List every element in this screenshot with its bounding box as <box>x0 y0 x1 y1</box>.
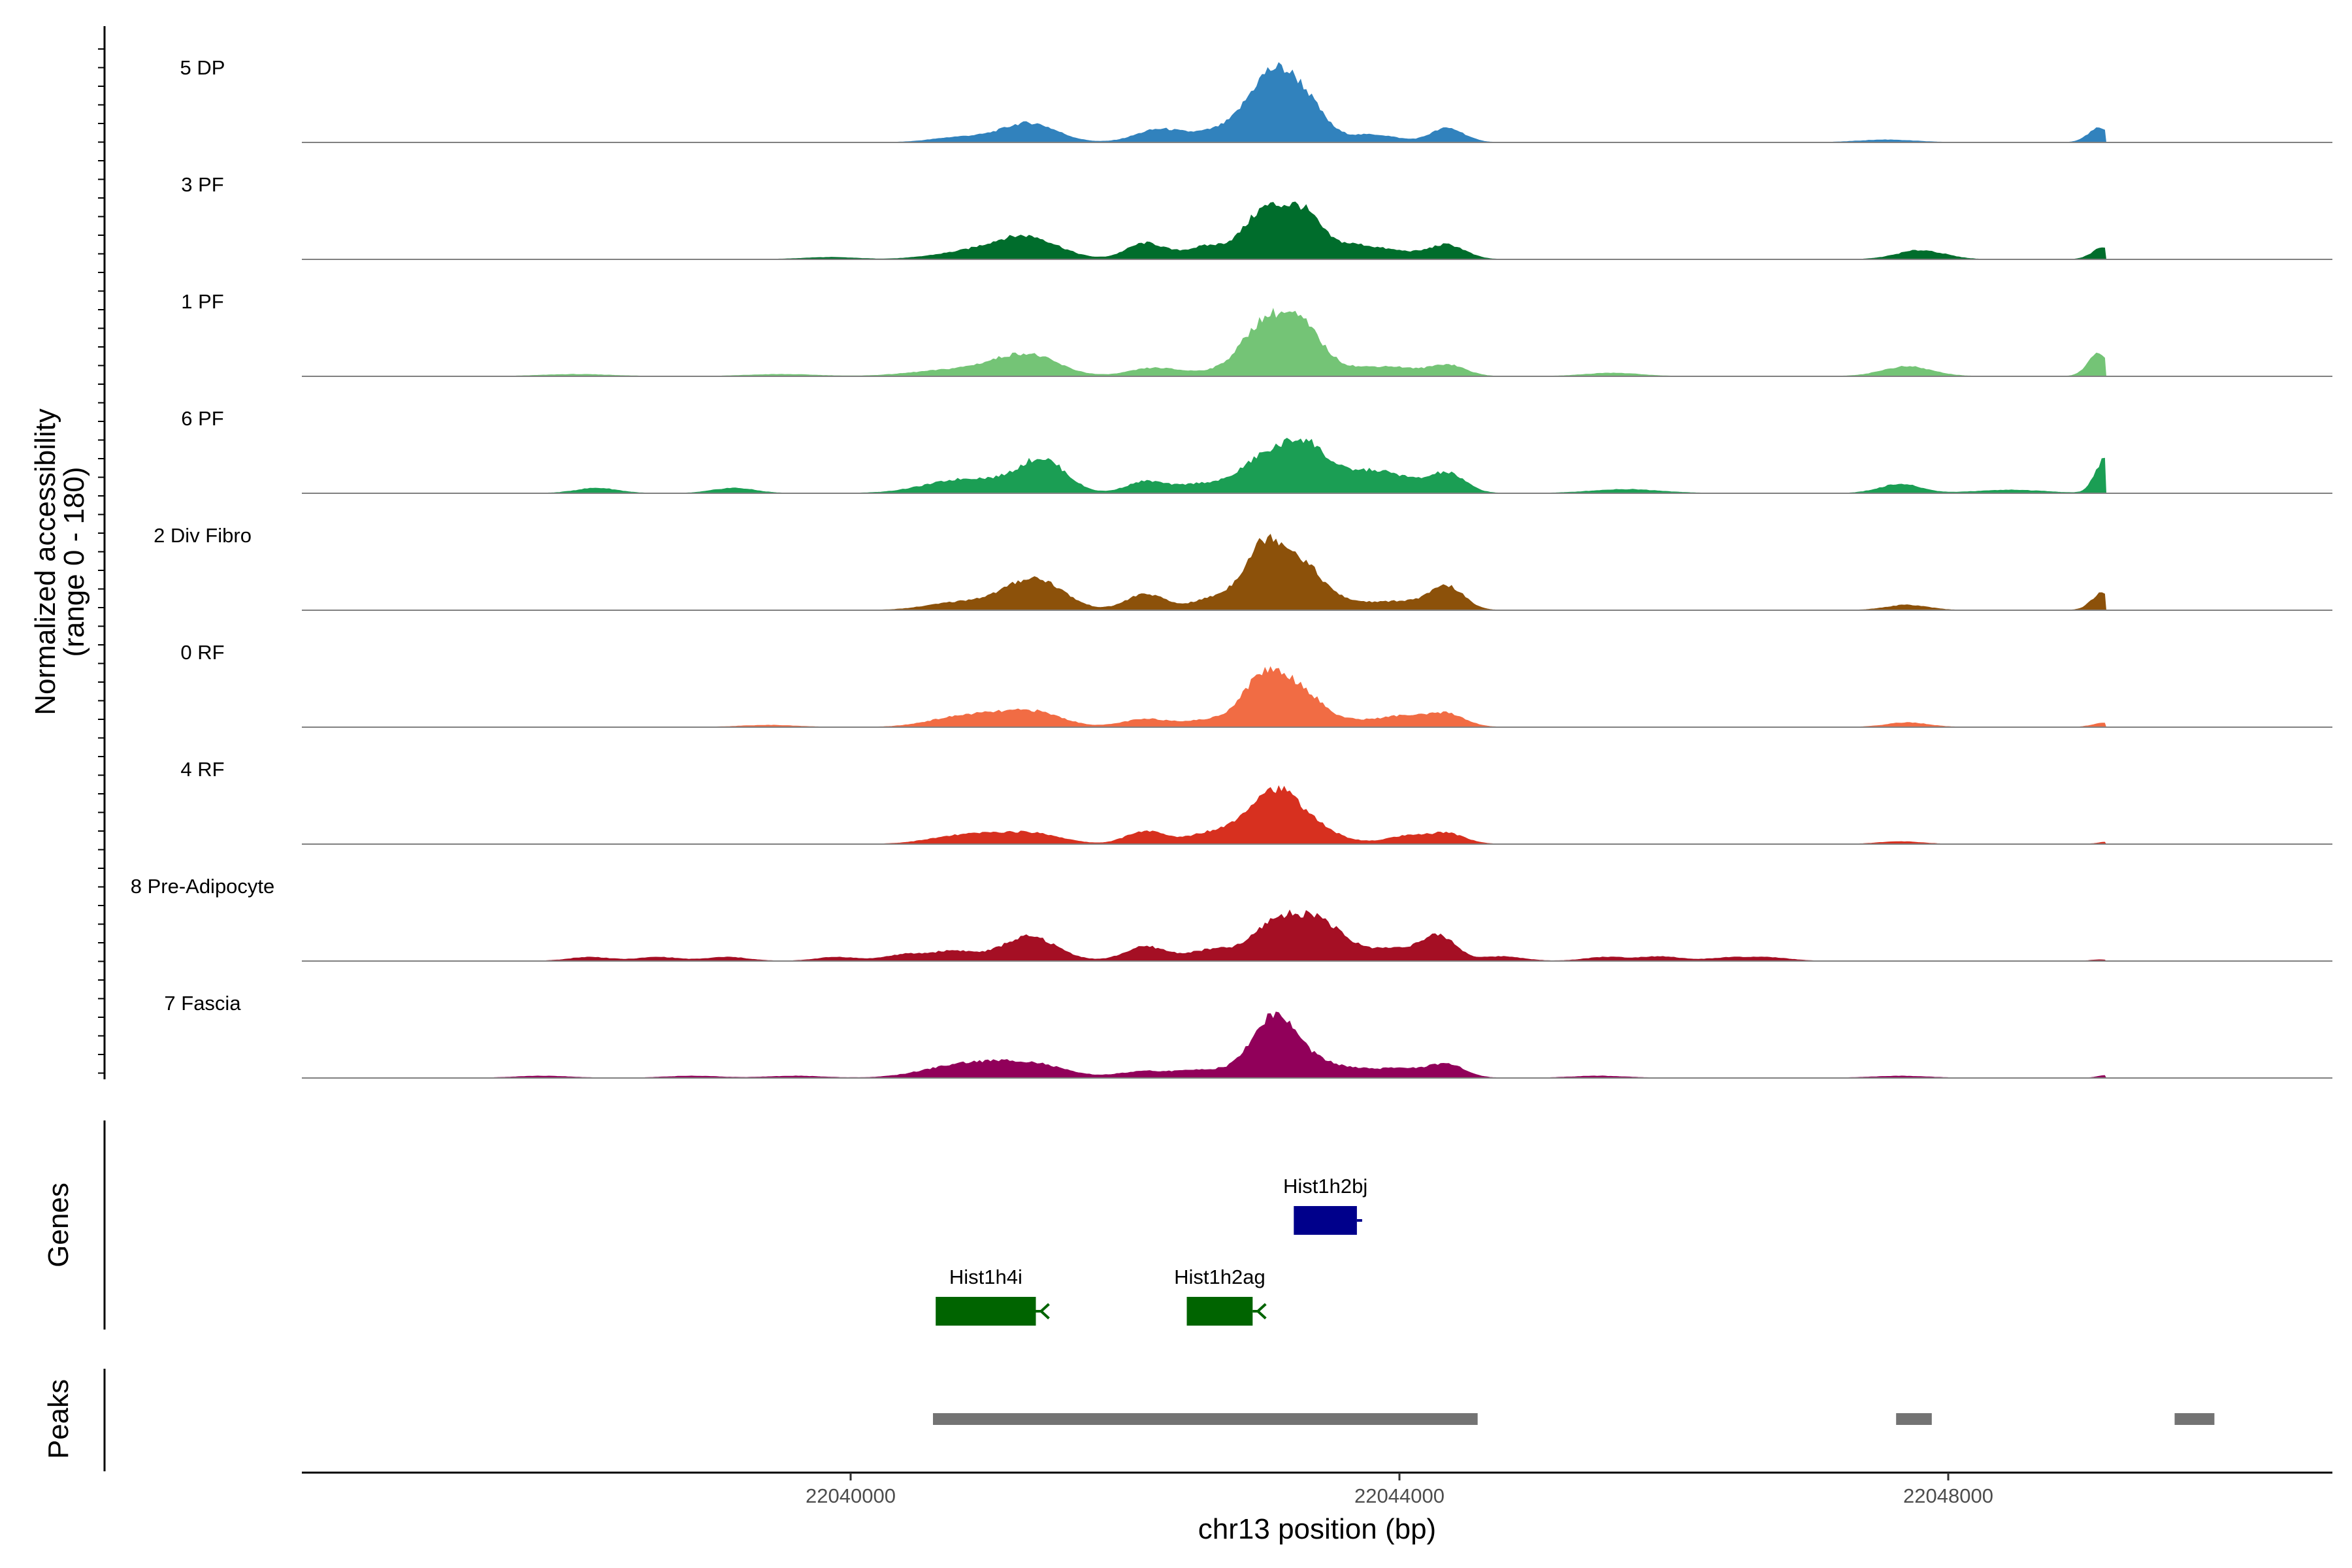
x-axis-title: chr13 position (bp) <box>1198 1513 1436 1545</box>
x-tick-label: 22040000 <box>806 1484 896 1507</box>
y-axis-subtitle: (range 0 - 180) <box>58 466 90 657</box>
x-axis: 22040000 22044000 22048000 chr13 position … <box>302 1471 2332 1545</box>
coverage-area <box>302 438 2107 494</box>
coverage-area <box>302 785 2107 845</box>
track-label: 8 Pre-Adipocyte <box>131 875 275 898</box>
gene-body <box>1186 1297 1253 1326</box>
peak-region <box>2174 1413 2215 1425</box>
track-4-rf: 4 RF <box>180 758 2332 845</box>
x-tick-label: 22048000 <box>1903 1484 1993 1507</box>
coverage-tracks: 5 DP 3 PF 1 PF 6 PF 2 Div Fibro 0 RF 4 RF 8 Pre… <box>131 56 2332 1079</box>
track-0-rf: 0 RF <box>180 641 2332 728</box>
genes-track-title: Genes <box>42 1183 74 1267</box>
gene-items: Hist1h2bj Hist1h4i Hist1h2ag <box>936 1175 1367 1326</box>
track-1-pf: 1 PF <box>181 290 2332 377</box>
gene-label: Hist1h4i <box>949 1266 1022 1288</box>
track-7-fascia: 7 Fascia <box>164 992 2332 1079</box>
track-5-dp: 5 DP <box>180 56 2332 143</box>
coverage-area <box>302 1011 2107 1079</box>
peaks-track-title: Peaks <box>42 1379 74 1459</box>
track-label: 1 PF <box>181 290 223 313</box>
gene-body <box>936 1297 1036 1326</box>
coverage-area <box>302 308 2107 377</box>
y-axis-title: Normalized accessibility <box>29 408 61 715</box>
gene-hist1h2bj: Hist1h2bj <box>1283 1175 1367 1235</box>
track-label: 2 Div Fibro <box>154 524 252 547</box>
track-2-div-fibro: 2 Div Fibro <box>154 524 2332 611</box>
gene-label: Hist1h2bj <box>1283 1175 1367 1198</box>
peaks-track: Peaks <box>42 1369 2215 1471</box>
track-8-pre-adipocyte: 8 Pre-Adipocyte <box>131 875 2332 962</box>
track-3-pf: 3 PF <box>181 173 2332 260</box>
y-axis: Normalized accessibility (range 0 - 180) <box>29 26 106 1079</box>
genes-track: Genes Hist1h2bj Hist1h4i Hist1h2ag <box>42 1120 1367 1330</box>
coverage-area <box>302 533 2107 611</box>
coverage-area <box>302 201 2107 260</box>
track-label: 6 PF <box>181 407 223 430</box>
track-label: 5 DP <box>180 56 225 79</box>
coverage-area <box>302 666 2107 728</box>
gene-body <box>1294 1206 1357 1235</box>
coverage-area <box>302 62 2107 143</box>
track-label: 7 Fascia <box>164 992 241 1015</box>
peak-region <box>933 1413 1478 1425</box>
x-axis-ticks: 22040000 22044000 22048000 <box>806 1473 1993 1507</box>
gene-label: Hist1h2ag <box>1174 1266 1266 1288</box>
coverage-area <box>302 909 2107 962</box>
track-6-pf: 6 PF <box>181 407 2332 494</box>
track-label: 4 RF <box>180 758 224 781</box>
track-label: 0 RF <box>180 641 224 664</box>
gene-hist1h4i: Hist1h4i <box>936 1266 1050 1326</box>
x-tick-label: 22044000 <box>1354 1484 1445 1507</box>
track-label: 3 PF <box>181 173 223 196</box>
gene-hist1h2ag: Hist1h2ag <box>1174 1266 1267 1326</box>
y-axis-ticks <box>98 48 105 1074</box>
peak-region <box>1896 1413 1932 1425</box>
peak-items <box>933 1413 2215 1425</box>
